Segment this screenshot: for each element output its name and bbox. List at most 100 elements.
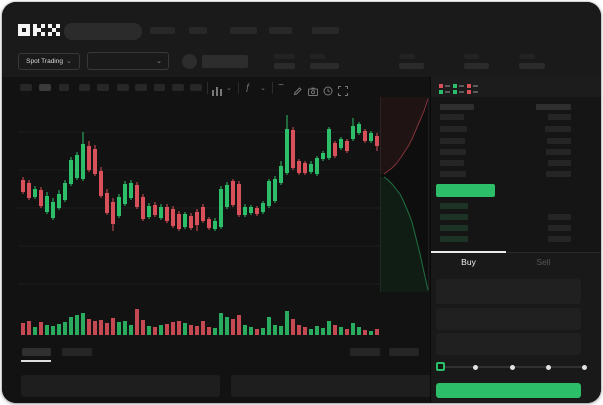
slider-handle[interactable]	[436, 362, 445, 371]
ask-price-skeleton[interactable]	[440, 160, 464, 166]
candle-body	[177, 214, 181, 229]
volume-bar	[225, 317, 229, 335]
sell-tab-label: Sell	[536, 257, 551, 267]
timeframe-button[interactable]	[172, 84, 184, 91]
tab-buy[interactable]: Buy	[431, 255, 506, 269]
timeframe-button[interactable]	[79, 84, 90, 91]
orders-tab-active[interactable]	[22, 348, 51, 356]
bid-price-skeleton[interactable]	[440, 225, 468, 231]
ob-view-all-icon[interactable]	[439, 82, 450, 100]
candle-body	[279, 166, 283, 183]
stat-value-skeleton	[310, 63, 339, 69]
volume-bar	[351, 323, 355, 335]
candle-body	[273, 179, 277, 201]
bid-price-skeleton[interactable]	[440, 203, 468, 209]
ask-price-skeleton[interactable]	[440, 114, 464, 120]
volume-bar	[45, 325, 49, 335]
volume-bar	[87, 319, 91, 335]
timeframe-button[interactable]	[97, 84, 109, 91]
candle-body	[267, 181, 271, 206]
orders-panel-skeleton	[21, 375, 220, 397]
volume-bar	[99, 320, 103, 335]
nav-item-skeleton[interactable]	[269, 27, 292, 34]
buy-submit-button[interactable]	[436, 383, 581, 398]
bid-price-skeleton[interactable]	[440, 236, 468, 242]
candle-body	[111, 202, 115, 224]
pair-selector-dropdown[interactable]: ⌄	[87, 52, 169, 70]
line-tool-icon[interactable]: ~	[278, 80, 284, 91]
reset-clock-icon[interactable]	[323, 83, 333, 101]
candle-body	[285, 129, 289, 173]
candle-body	[171, 209, 175, 226]
ob-view-bids-icon[interactable]	[453, 82, 464, 100]
candle-body	[309, 164, 313, 172]
nav-item-skeleton[interactable]	[189, 27, 207, 34]
price-input[interactable]	[436, 279, 581, 304]
okx-logo[interactable]: OKX	[18, 24, 60, 42]
bid-price-skeleton[interactable]	[440, 214, 468, 220]
chevron-down-icon: ⌄	[156, 57, 162, 65]
candle-body	[363, 131, 367, 141]
nav-item-skeleton[interactable]	[312, 27, 339, 34]
tab-sell[interactable]: Sell	[506, 255, 581, 269]
timeframe-button[interactable]	[135, 84, 147, 91]
indicators-icon[interactable]: ƒ	[245, 82, 251, 92]
stat-value-skeleton	[399, 63, 424, 69]
volume-bar	[183, 323, 187, 335]
slider-dot[interactable]	[473, 364, 478, 370]
camera-icon[interactable]	[308, 83, 318, 101]
coin-icon	[182, 54, 197, 69]
market-type-dropdown[interactable]: Spot Trading ⌄	[18, 53, 80, 70]
slider-dot[interactable]	[546, 364, 551, 370]
timeframe-button[interactable]	[59, 84, 69, 91]
orders-action-skeleton[interactable]	[350, 348, 380, 356]
volume-bar	[255, 329, 259, 335]
ob-col-header-skeleton	[536, 104, 571, 110]
ask-price-skeleton[interactable]	[440, 149, 466, 155]
chevron-down-icon[interactable]: ⌄	[226, 85, 232, 92]
volume-bar	[345, 329, 349, 335]
timeframe-button-active[interactable]	[39, 84, 51, 91]
volume-bar	[285, 311, 289, 335]
timeframe-button[interactable]	[190, 84, 202, 91]
draw-pencil-icon[interactable]	[293, 83, 303, 101]
candle-body	[249, 207, 253, 213]
nav-item-skeleton[interactable]	[230, 27, 257, 34]
slider-dot[interactable]	[582, 364, 587, 370]
candle-body	[213, 221, 217, 229]
candle-body	[69, 160, 73, 184]
volume-bar	[363, 330, 367, 335]
volume-bar	[39, 322, 43, 335]
timeframe-button[interactable]	[20, 84, 32, 91]
orders-action-skeleton[interactable]	[389, 348, 419, 356]
orders-tab[interactable]	[62, 348, 92, 356]
candle-body	[207, 219, 211, 228]
timeframe-button[interactable]	[117, 84, 129, 91]
volume-bar	[171, 322, 175, 335]
fullscreen-icon[interactable]	[338, 83, 348, 101]
total-input[interactable]	[436, 333, 581, 355]
ask-amount-skeleton	[546, 149, 571, 155]
toolbar-divider	[207, 82, 208, 94]
ask-price-skeleton[interactable]	[440, 171, 466, 177]
candle-body	[189, 216, 193, 228]
timeframe-button[interactable]	[154, 84, 165, 91]
slider-dot[interactable]	[510, 364, 515, 370]
volume-bar	[261, 328, 265, 335]
candle-body	[291, 130, 295, 168]
volume-bar	[213, 328, 217, 335]
nav-item-skeleton[interactable]	[150, 27, 175, 34]
ask-price-skeleton[interactable]	[440, 126, 467, 132]
ask-price-skeleton[interactable]	[440, 138, 465, 144]
chevron-down-icon[interactable]: ⌄	[260, 85, 266, 92]
search-input[interactable]	[64, 23, 142, 40]
candle-body	[297, 161, 301, 173]
tab-divider	[431, 252, 601, 253]
volume-bar	[309, 329, 313, 335]
amount-input[interactable]	[436, 308, 581, 330]
depth-asks-line	[383, 98, 429, 175]
buy-tab-underline	[431, 251, 506, 253]
ob-view-asks-icon[interactable]	[467, 82, 478, 100]
chart-type-icon[interactable]	[212, 83, 222, 101]
